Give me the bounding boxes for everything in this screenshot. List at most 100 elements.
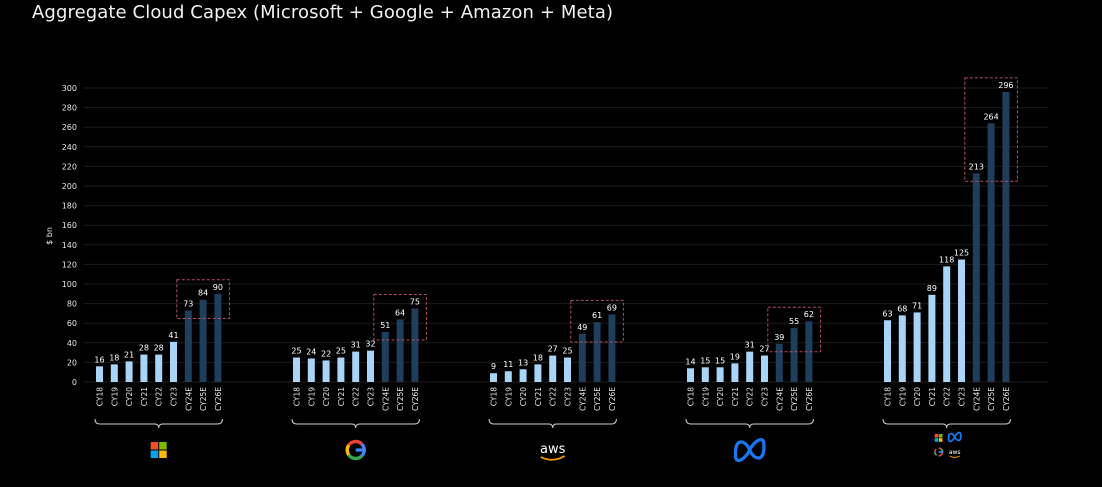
data-label: 64 xyxy=(395,308,405,317)
data-label: 125 xyxy=(954,249,969,258)
bar xyxy=(746,351,754,382)
microsoft-logo-icon xyxy=(150,442,167,458)
data-label: 62 xyxy=(804,310,814,319)
x-tick-label: CY19 xyxy=(110,387,119,406)
data-label: 9 xyxy=(491,362,496,371)
bar xyxy=(170,341,177,382)
data-label: 21 xyxy=(124,350,134,359)
x-tick-label: CY23 xyxy=(564,387,573,406)
aws-text: aws xyxy=(949,449,961,456)
x-tick-label: CY22 xyxy=(155,387,164,406)
x-tick-label: CY19 xyxy=(307,387,316,406)
combined-logo-icon: aws xyxy=(934,431,962,458)
x-tick-label: CY25E xyxy=(987,387,996,411)
bar xyxy=(987,123,995,382)
x-tick-label: CY21 xyxy=(731,387,740,406)
bar xyxy=(761,355,768,382)
aws-smile xyxy=(949,455,960,458)
meta-infinity xyxy=(733,438,766,462)
bar xyxy=(534,364,542,382)
bar xyxy=(958,259,965,382)
y-tick-label: 300 xyxy=(62,84,77,93)
estimate-highlight-box xyxy=(964,77,1018,182)
google-bar xyxy=(938,451,944,453)
x-tick-label: CY26E xyxy=(411,387,420,411)
x-tick-label: CY21 xyxy=(534,387,543,406)
x-tick-label: CY18 xyxy=(293,387,302,406)
bar xyxy=(731,363,739,382)
bar xyxy=(716,367,724,382)
bar xyxy=(140,354,148,382)
data-label: 61 xyxy=(592,311,602,320)
meta-logo-icon xyxy=(733,438,766,462)
x-tick-label: CY20 xyxy=(716,387,725,406)
y-tick-label: 80 xyxy=(67,300,77,309)
bar xyxy=(125,361,133,382)
google-logo-icon xyxy=(345,439,366,461)
data-label: 22 xyxy=(321,349,331,358)
bar xyxy=(110,364,118,382)
bar-group-amazon: 9 11 13 18 27 25 49 61 69 xyxy=(490,303,617,382)
data-label: 264 xyxy=(983,112,998,121)
y-tick-label: 100 xyxy=(62,280,77,289)
data-label: 27 xyxy=(759,345,769,354)
data-label: 15 xyxy=(700,356,710,365)
x-tick-label: CY26E xyxy=(214,387,223,411)
bar xyxy=(608,314,616,382)
bar xyxy=(549,355,557,382)
x-tick-label: CY21 xyxy=(928,387,937,406)
bar xyxy=(928,294,936,382)
bar xyxy=(913,312,921,382)
bar xyxy=(504,371,512,382)
data-label: 18 xyxy=(533,353,543,362)
estimate-highlight-box xyxy=(570,299,624,343)
x-tick-label: CY20 xyxy=(913,387,922,406)
bar xyxy=(352,351,360,382)
bar xyxy=(898,315,906,382)
google-bar xyxy=(355,448,366,452)
y-axis: 0 20 40 60 80 100 120 140 160 180 200 220 240 260 280 3… xyxy=(45,84,77,387)
page-title: Aggregate Cloud Capex (Microsoft + Googl… xyxy=(32,2,614,23)
aws-smile xyxy=(540,455,566,461)
data-label: 25 xyxy=(562,347,572,356)
y-tick-label: 180 xyxy=(62,202,77,211)
x-tick-label: CY19 xyxy=(504,387,513,406)
data-label: 16 xyxy=(94,355,104,364)
x-tick-label: CY19 xyxy=(898,387,907,406)
y-tick-label: 280 xyxy=(62,104,77,113)
x-axis: CY18 CY19 CY20 CY21 CY22 CY23 CY24E CY25E CY26E C… xyxy=(96,387,1011,411)
highlight-boxes xyxy=(176,77,1018,353)
x-tick-label: CY22 xyxy=(943,387,952,406)
bar xyxy=(322,360,330,382)
bar xyxy=(367,350,374,382)
x-tick-label: CY26E xyxy=(1002,387,1011,411)
bar xyxy=(805,321,813,382)
estimate-highlight-box xyxy=(176,279,230,319)
data-label: 31 xyxy=(745,341,755,350)
bar xyxy=(972,173,980,382)
x-tick-label: CY18 xyxy=(96,387,105,406)
y-tick-label: 220 xyxy=(62,162,77,171)
data-label: 49 xyxy=(577,323,587,332)
bar-group-microsoft: 16 18 21 28 28 41 73 84 90 xyxy=(94,283,223,382)
bar xyxy=(775,343,783,382)
x-tick-label: CY25E xyxy=(790,387,799,411)
ms-square xyxy=(938,438,943,442)
ms-square xyxy=(159,442,167,450)
data-label: 296 xyxy=(998,81,1013,90)
bar xyxy=(564,357,571,382)
bar xyxy=(701,367,709,382)
data-label: 51 xyxy=(380,321,390,330)
data-label: 89 xyxy=(927,284,937,293)
x-tick-label: CY20 xyxy=(519,387,528,406)
data-label: 63 xyxy=(882,309,892,318)
data-label: 32 xyxy=(365,340,375,349)
ms-square xyxy=(934,438,939,442)
bar xyxy=(293,357,300,382)
data-label: 25 xyxy=(336,347,346,356)
data-label: 90 xyxy=(213,283,223,292)
bar xyxy=(519,369,527,382)
group-bracket xyxy=(291,418,420,429)
grid-lines xyxy=(84,87,1048,383)
bar xyxy=(943,266,951,382)
